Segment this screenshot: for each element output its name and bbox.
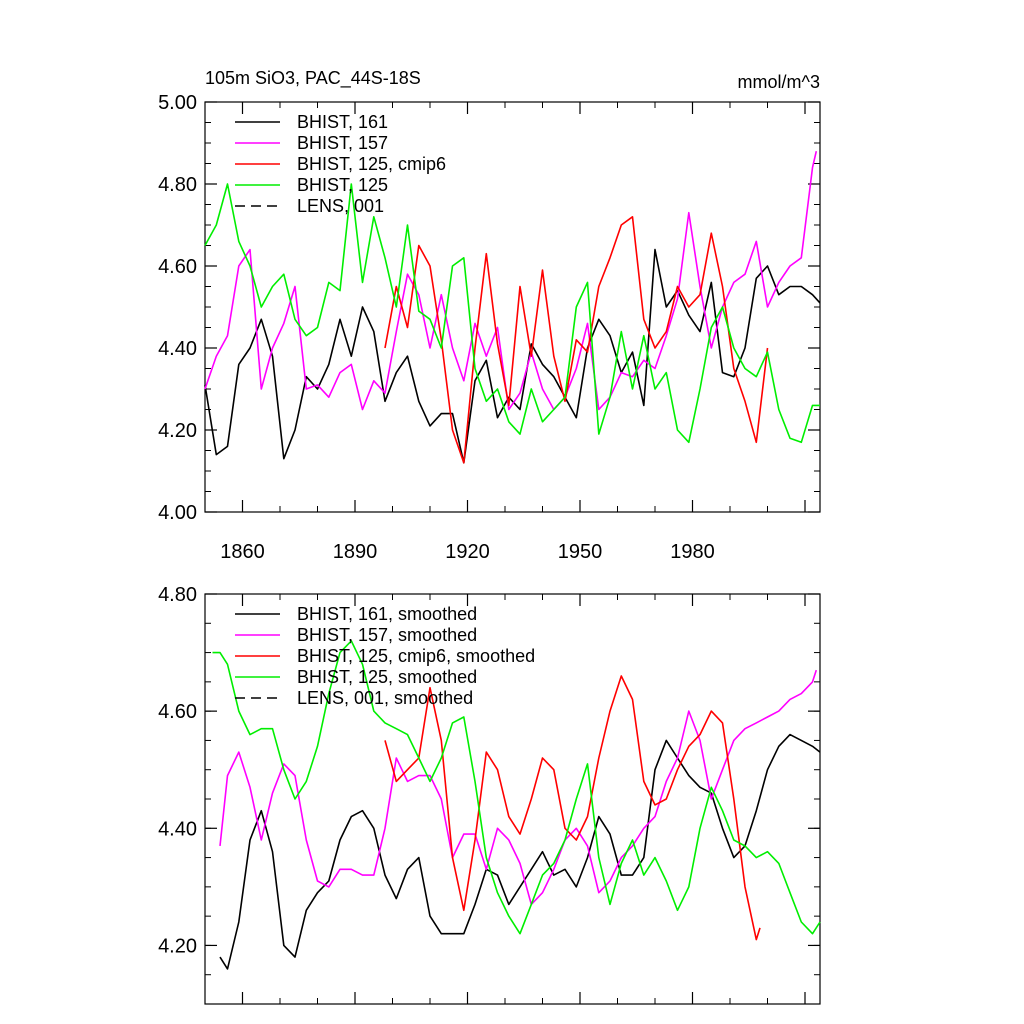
series-lines bbox=[204, 151, 821, 464]
y-tick-label: 4.40 bbox=[158, 338, 197, 360]
y-tick-label: 4.80 bbox=[158, 174, 197, 196]
x-tick-label: 1890 bbox=[333, 541, 378, 563]
series-line-0 bbox=[204, 248, 821, 464]
y-tick-label: 4.60 bbox=[158, 256, 197, 278]
series-line-1 bbox=[219, 669, 818, 906]
series-line-3 bbox=[212, 640, 821, 935]
units-label: mmol/m^3 bbox=[738, 72, 820, 92]
x-tick-label: 1950 bbox=[558, 541, 603, 563]
legend-label: BHIST, 125 bbox=[297, 175, 388, 195]
y-tick-label: 4.20 bbox=[158, 935, 197, 957]
x-tick-label: 1920 bbox=[445, 541, 490, 563]
x-tick-label: 1860 bbox=[220, 541, 265, 563]
top-panel: 105m SiO3, PAC_44S-18S mmol/m^3 4.00 4.20… bbox=[158, 68, 821, 563]
legend-label: LENS, 001 bbox=[297, 196, 384, 216]
y-tick-label: 4.20 bbox=[158, 420, 197, 442]
series-line-2 bbox=[384, 675, 761, 941]
y-tick-label: 4.80 bbox=[158, 584, 197, 606]
legend-label: BHIST, 161, smoothed bbox=[297, 604, 477, 624]
legend-label: BHIST, 157 bbox=[297, 133, 388, 153]
series-line-3 bbox=[204, 183, 820, 444]
y-tick-label: 4.60 bbox=[158, 701, 197, 723]
legend-label: BHIST, 125, smoothed bbox=[297, 667, 477, 687]
series-lines bbox=[212, 640, 821, 970]
legend-label: BHIST, 161 bbox=[297, 112, 388, 132]
legend-label: BHIST, 125, cmip6 bbox=[297, 154, 446, 174]
series-line-0 bbox=[219, 733, 821, 970]
x-tick-label: 1980 bbox=[670, 541, 715, 563]
y-tick-label: 4.40 bbox=[158, 818, 197, 840]
y-tick-label: 5.00 bbox=[158, 92, 197, 114]
legend-label: LENS, 001, smoothed bbox=[297, 688, 473, 708]
legend-label: BHIST, 125, cmip6, smoothed bbox=[297, 646, 535, 666]
series-line-2 bbox=[384, 216, 769, 464]
legend-label: BHIST, 157, smoothed bbox=[297, 625, 477, 645]
chart-title: 105m SiO3, PAC_44S-18S bbox=[205, 68, 421, 89]
series-line-1 bbox=[204, 151, 818, 411]
bottom-panel: 4.204.404.604.80 BHIST, 161, smoothedBHI… bbox=[158, 584, 821, 1005]
axis-ticks: 4.20 4.40 4.60 4.80 bbox=[158, 584, 820, 1005]
y-tick-label: 4.00 bbox=[158, 502, 197, 524]
axis-ticks: 4.00 4.20 4.40 4.60 4.80 5.00 1860 1890 1920 1950… bbox=[158, 92, 820, 563]
